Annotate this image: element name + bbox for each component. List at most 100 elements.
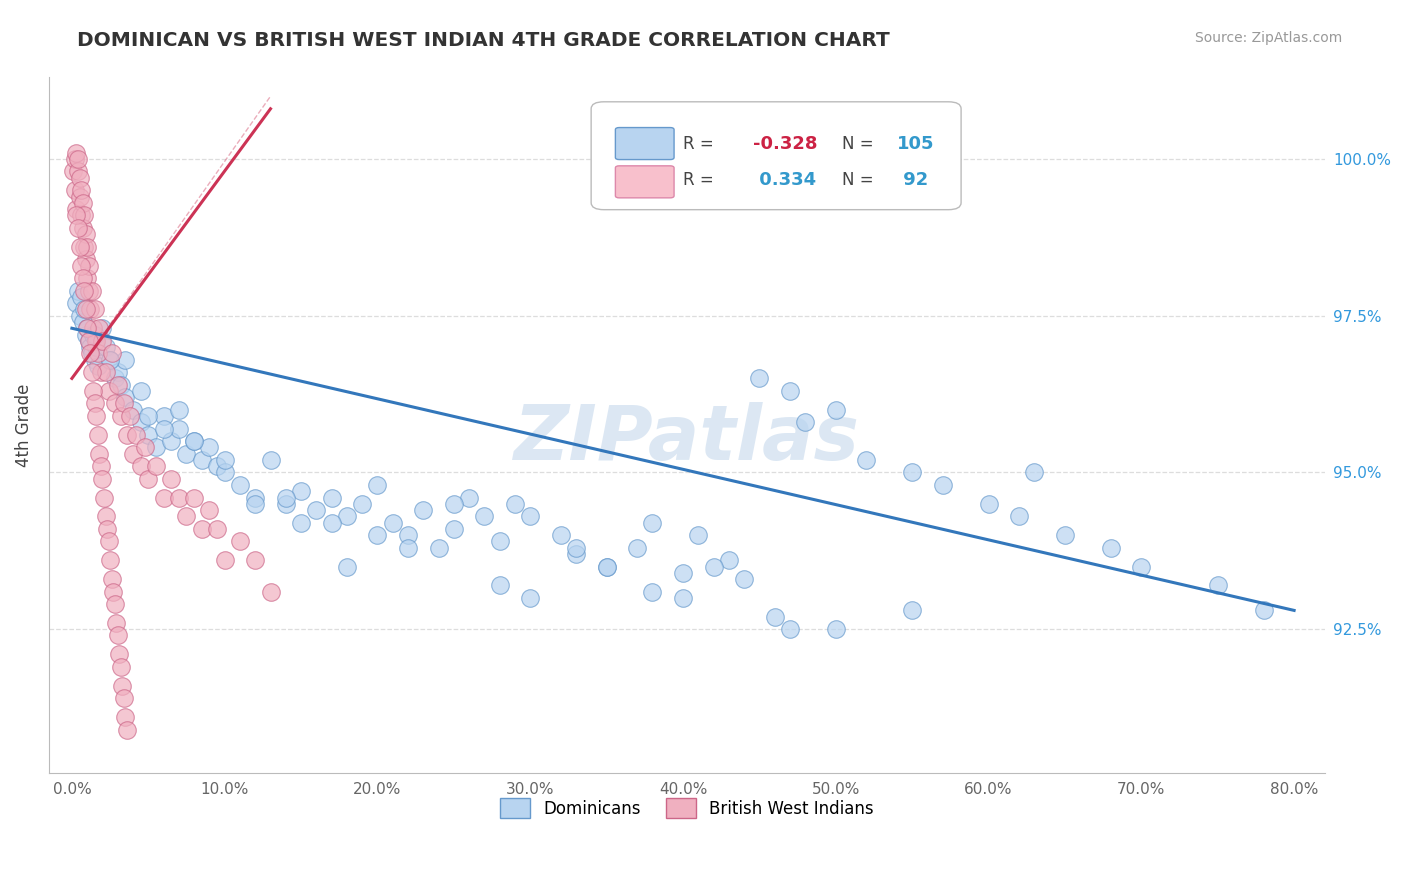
Point [115, 427, 138, 442]
Point [190, 522, 212, 536]
Text: N =: N = [842, 135, 875, 153]
Point [152, 409, 174, 423]
Point [129, 459, 152, 474]
Point [76, 271, 98, 285]
Point [290, 484, 312, 499]
Point [336, 509, 359, 524]
Point [641, 584, 664, 599]
Point [366, 478, 388, 492]
Point [396, 528, 419, 542]
Point [1053, 528, 1076, 542]
Point [111, 679, 134, 693]
Point [565, 541, 588, 555]
Point [167, 421, 190, 435]
Text: 92: 92 [897, 171, 928, 189]
Point [98, 352, 121, 367]
Point [290, 516, 312, 530]
Point [748, 371, 770, 385]
Point [80, 365, 103, 379]
Point [66, 152, 89, 166]
Point [83, 302, 105, 317]
Point [259, 453, 281, 467]
Point [112, 691, 135, 706]
Point [519, 509, 541, 524]
Point [82, 384, 104, 398]
Point [129, 415, 152, 429]
Point [65, 208, 87, 222]
Point [352, 497, 374, 511]
Point [183, 434, 205, 449]
Point [80, 284, 103, 298]
Point [72, 315, 94, 329]
Point [70, 290, 93, 304]
Point [125, 427, 148, 442]
FancyBboxPatch shape [616, 128, 673, 160]
Point [63, 152, 86, 166]
Point [108, 648, 131, 662]
Point [396, 541, 419, 555]
Point [160, 472, 183, 486]
Point [779, 622, 801, 636]
Point [100, 346, 122, 360]
Point [93, 491, 115, 505]
Point [977, 497, 1000, 511]
Point [94, 365, 117, 379]
Point [321, 516, 343, 530]
Point [66, 284, 89, 298]
Point [205, 522, 228, 536]
Point [855, 453, 877, 467]
Point [69, 240, 91, 254]
Point [65, 202, 87, 216]
Point [245, 491, 267, 505]
Point [190, 453, 212, 467]
Point [101, 584, 124, 599]
Point [931, 478, 953, 492]
Point [98, 352, 121, 367]
Point [160, 434, 183, 449]
Point [89, 321, 111, 335]
Point [259, 584, 281, 599]
Point [167, 402, 190, 417]
Point [136, 427, 159, 442]
Point [134, 441, 156, 455]
Point [73, 284, 96, 298]
Point [381, 516, 404, 530]
Point [104, 396, 127, 410]
Point [779, 384, 801, 398]
Point [122, 402, 145, 417]
Point [1130, 559, 1153, 574]
Point [136, 409, 159, 423]
Point [94, 509, 117, 524]
Point [176, 509, 198, 524]
Point [274, 491, 297, 505]
Point [118, 409, 141, 423]
Point [82, 321, 104, 335]
Point [824, 402, 846, 417]
Point [87, 427, 110, 442]
Point [76, 321, 98, 335]
Text: R =: R = [683, 171, 714, 189]
Point [104, 371, 127, 385]
Point [474, 509, 496, 524]
Point [114, 710, 136, 724]
Point [183, 491, 205, 505]
Point [73, 302, 96, 317]
Point [198, 441, 221, 455]
Point [229, 478, 252, 492]
Point [83, 352, 105, 367]
Point [110, 377, 132, 392]
Point [503, 497, 526, 511]
Point [76, 321, 98, 335]
Point [75, 227, 97, 242]
Point [73, 208, 96, 222]
Point [167, 491, 190, 505]
Point [79, 346, 101, 360]
Point [1253, 603, 1275, 617]
Point [1024, 466, 1046, 480]
Point [321, 491, 343, 505]
Point [105, 615, 128, 630]
Point [717, 553, 740, 567]
Point [70, 208, 93, 222]
Point [214, 466, 236, 480]
Point [91, 321, 114, 335]
